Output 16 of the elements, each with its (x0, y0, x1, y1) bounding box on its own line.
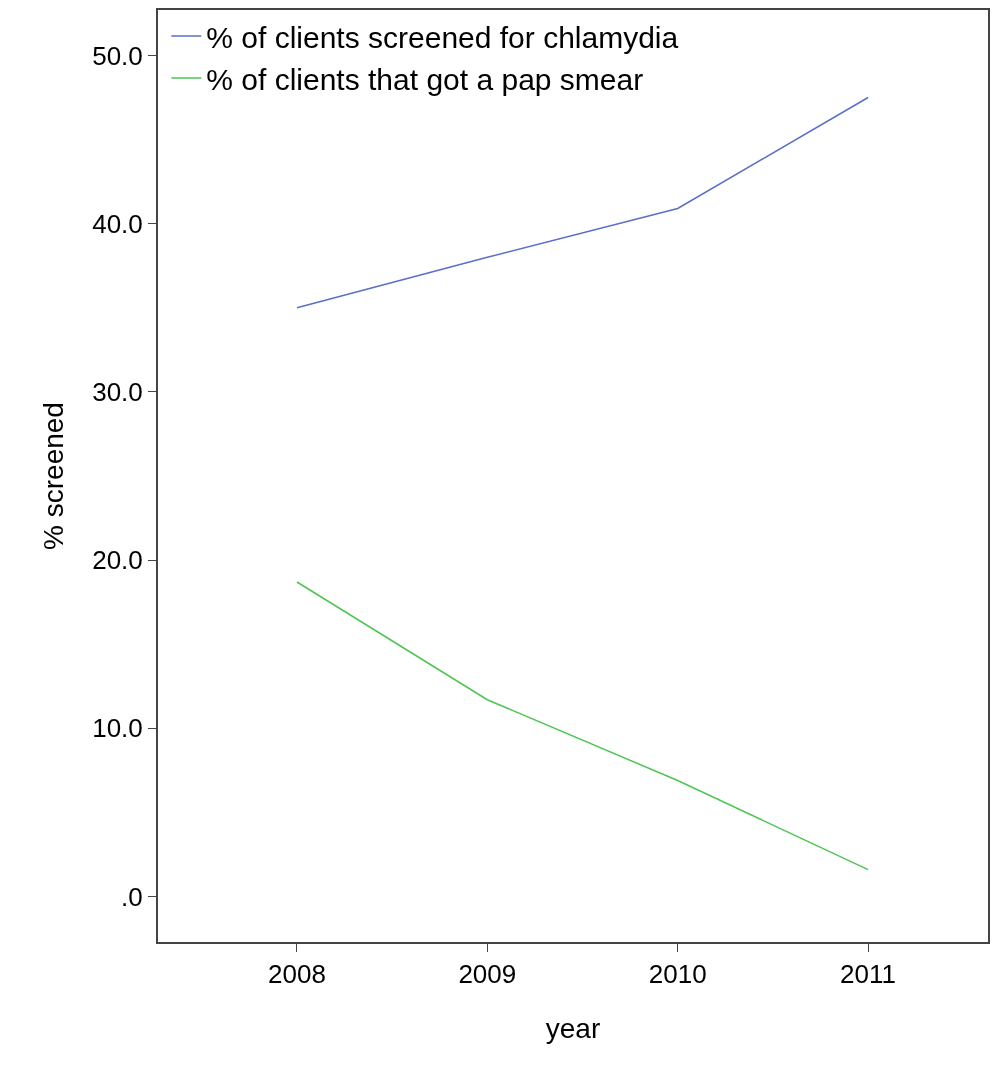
line-series (296, 96, 869, 309)
y-axis-title: % screened (38, 402, 70, 550)
x-tick-label: 2009 (458, 959, 517, 990)
x-tick-label: 2011 (840, 959, 897, 990)
x-tick-label: 2008 (268, 959, 326, 990)
x-axis-title: year (545, 1012, 601, 1044)
line-series (296, 581, 869, 871)
y-tick-label: 20.0 (92, 545, 143, 576)
y-tick-label: 40.0 (92, 208, 143, 239)
y-tick-label: 30.0 (92, 376, 143, 407)
y-tick-label: 50.0 (92, 40, 143, 71)
y-tick-label: .0 (121, 881, 143, 912)
legend-label: % of clients screened for chlamydia (206, 20, 679, 54)
legend-label: % of clients that got a pap smear (206, 62, 644, 96)
x-tick-label: 2010 (648, 959, 707, 990)
y-tick-label: 10.0 (92, 713, 143, 744)
